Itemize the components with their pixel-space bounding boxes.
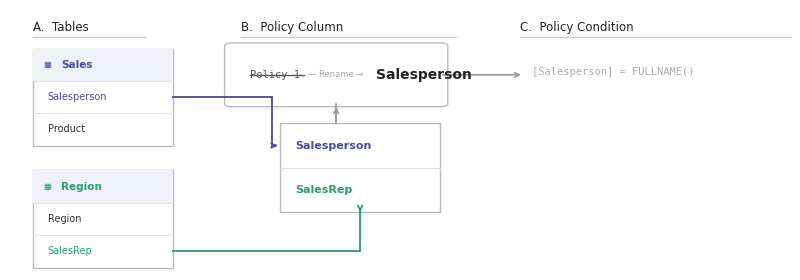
Text: Policy 1: Policy 1 (250, 70, 300, 80)
Text: ▦: ▦ (43, 182, 50, 191)
FancyBboxPatch shape (34, 171, 173, 203)
Text: Region: Region (48, 214, 81, 224)
Text: ▦: ▦ (43, 60, 50, 69)
Text: B.  Policy Column: B. Policy Column (241, 21, 343, 34)
Text: Salesperson: Salesperson (294, 141, 371, 151)
Text: [Salesperson] = FULLNAME(): [Salesperson] = FULLNAME() (531, 67, 694, 77)
Text: SalesRep: SalesRep (48, 246, 92, 256)
Text: Salesperson: Salesperson (376, 68, 472, 82)
Text: Region: Region (61, 182, 102, 192)
Text: SalesRep: SalesRep (294, 185, 352, 195)
Text: C.  Policy Condition: C. Policy Condition (519, 21, 634, 34)
Text: Salesperson: Salesperson (48, 92, 107, 102)
FancyBboxPatch shape (281, 123, 440, 212)
FancyBboxPatch shape (34, 48, 173, 146)
Text: A.  Tables: A. Tables (34, 21, 89, 34)
Text: Product: Product (48, 124, 85, 134)
FancyBboxPatch shape (34, 48, 173, 81)
Text: Sales: Sales (61, 60, 93, 70)
FancyBboxPatch shape (34, 171, 173, 267)
Text: — Rename →: — Rename → (308, 70, 363, 79)
FancyBboxPatch shape (225, 43, 448, 107)
